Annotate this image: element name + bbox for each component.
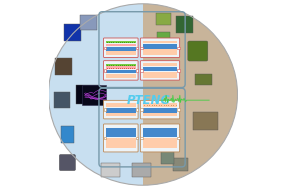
Bar (106, 138, 136, 148)
Bar (140, 108, 143, 111)
Bar (136, 137, 138, 139)
Bar (136, 108, 138, 111)
Bar (143, 72, 177, 77)
FancyBboxPatch shape (104, 38, 138, 57)
Polygon shape (143, 4, 237, 185)
Bar (55, 58, 72, 75)
Bar (106, 70, 136, 74)
Bar (143, 103, 177, 107)
FancyBboxPatch shape (188, 41, 208, 61)
Bar (106, 74, 136, 77)
Bar (136, 47, 138, 49)
Bar (143, 128, 177, 137)
Bar (143, 49, 177, 55)
Bar (63, 24, 81, 41)
Bar (106, 51, 136, 55)
Bar (106, 108, 136, 112)
FancyBboxPatch shape (140, 100, 180, 119)
Bar (195, 74, 212, 85)
Bar (140, 69, 143, 72)
Bar (136, 69, 138, 72)
FancyBboxPatch shape (104, 61, 138, 80)
Bar (143, 108, 177, 112)
FancyBboxPatch shape (140, 38, 180, 57)
Bar (61, 126, 74, 143)
Bar (143, 44, 177, 49)
Bar (161, 146, 174, 164)
Bar (106, 103, 136, 107)
Bar (54, 92, 70, 108)
Bar (177, 47, 180, 49)
Bar (177, 69, 180, 72)
Bar (106, 66, 136, 69)
Bar (176, 16, 193, 33)
Bar (104, 47, 106, 49)
Bar (143, 113, 177, 116)
Bar (143, 138, 177, 148)
Bar (104, 108, 106, 111)
FancyBboxPatch shape (140, 124, 180, 152)
Bar (76, 85, 100, 104)
Bar (157, 32, 170, 43)
Bar (177, 137, 180, 139)
Bar (102, 163, 120, 177)
Bar (82, 85, 106, 105)
FancyBboxPatch shape (59, 154, 76, 171)
Bar (140, 47, 143, 49)
Bar (106, 47, 136, 51)
Bar (132, 163, 150, 177)
Bar (80, 15, 97, 30)
Bar (173, 158, 188, 171)
Polygon shape (49, 4, 143, 185)
Bar (106, 41, 136, 43)
Bar (193, 112, 218, 130)
Bar (104, 137, 106, 139)
Bar (106, 113, 136, 116)
Bar (106, 128, 136, 137)
Bar (143, 63, 177, 66)
FancyBboxPatch shape (104, 100, 138, 119)
Bar (156, 13, 171, 25)
Bar (177, 108, 180, 111)
Bar (106, 44, 136, 46)
Text: PTENG: PTENG (127, 94, 171, 107)
FancyBboxPatch shape (140, 61, 180, 80)
Bar (143, 67, 177, 71)
Bar (140, 137, 143, 139)
Bar (143, 41, 177, 43)
Bar (106, 64, 136, 66)
Bar (104, 69, 106, 72)
FancyBboxPatch shape (104, 124, 138, 152)
